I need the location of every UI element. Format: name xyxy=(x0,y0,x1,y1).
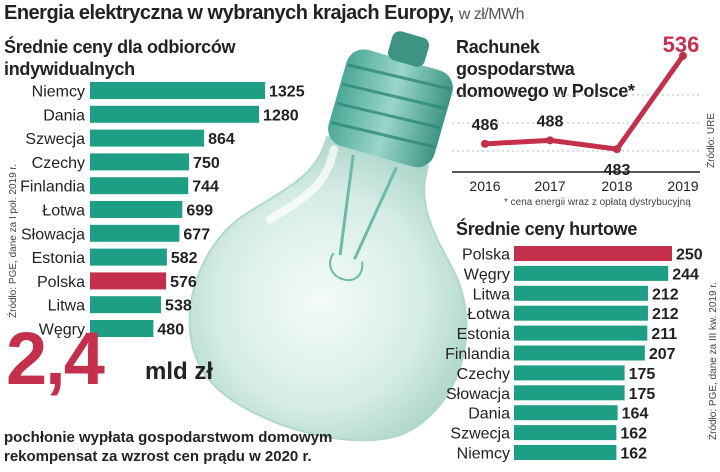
line-value-label: 488 xyxy=(537,113,564,130)
line-value-label: 486 xyxy=(472,117,499,134)
bar-value-label: 699 xyxy=(186,203,213,220)
line-value-label: 536 xyxy=(663,32,700,57)
bar xyxy=(90,224,180,242)
bar xyxy=(514,385,625,401)
bill-footnote: * cena energii wraz z opłatą dystrybucyj… xyxy=(504,197,691,208)
bar xyxy=(514,246,672,261)
bar xyxy=(90,82,265,99)
retail-chart-title: Średnie ceny dla odbiorców indywidualnyc… xyxy=(4,37,236,79)
bar-category-label: Szwecja xyxy=(25,131,85,148)
bar xyxy=(514,425,617,441)
bar-value-label: 1325 xyxy=(269,84,305,101)
bar xyxy=(514,285,648,301)
bar xyxy=(90,201,183,218)
bar-category-label: Finlandia xyxy=(20,179,85,196)
bar-category-label: Dania xyxy=(43,107,85,124)
bar-category-label: Łotwa xyxy=(467,306,510,323)
bar xyxy=(90,129,205,147)
bar xyxy=(514,365,625,381)
bar-category-label: Estonia xyxy=(32,250,85,267)
bar-category-label: Słowacja xyxy=(21,226,85,243)
callout-description: pochłonie wypłata gospodarstwom domowym … xyxy=(4,429,333,465)
main-title-unit: w zł/MWh xyxy=(458,6,525,23)
bar-value-label: 175 xyxy=(629,386,656,403)
line-point xyxy=(679,51,687,60)
bar-value-label: 212 xyxy=(652,286,679,303)
bar-value-label: 162 xyxy=(620,426,647,443)
callout-unit: mld zł xyxy=(145,358,214,385)
x-tick-label: 2018 xyxy=(601,178,632,194)
series-line xyxy=(484,54,686,152)
bar-category-label: Estonia xyxy=(457,326,510,343)
bar-value-label: 744 xyxy=(192,179,219,196)
bar-value-label: 244 xyxy=(672,266,699,283)
bar-value-label: 538 xyxy=(165,298,192,315)
main-title: Energia elektryczna w wybranych krajach … xyxy=(4,2,525,25)
bar-value-label: 864 xyxy=(208,131,235,148)
bar xyxy=(90,177,189,195)
main-title-text: Energia elektryczna w wybranych krajach … xyxy=(4,2,454,24)
bar xyxy=(90,272,167,290)
bar xyxy=(90,320,154,337)
bar xyxy=(90,105,260,123)
bar xyxy=(514,305,648,321)
bar-value-label: 250 xyxy=(676,247,703,264)
bar-value-label: 677 xyxy=(183,226,210,243)
bar-value-label: 582 xyxy=(171,250,198,267)
bar-category-label: Czechy xyxy=(32,155,85,172)
x-tick-label: 2019 xyxy=(667,178,698,194)
bar-value-label: 480 xyxy=(157,322,184,339)
bar-value-label: 212 xyxy=(652,306,679,323)
bar-category-label: Litwa xyxy=(48,298,85,315)
line-point xyxy=(481,139,489,148)
bar-value-label: 175 xyxy=(629,366,656,383)
callout-number: 2,4 xyxy=(6,317,105,400)
bar-value-label: 1280 xyxy=(263,107,299,124)
bar-value-label: 211 xyxy=(651,326,677,343)
line-point xyxy=(613,145,621,154)
bar-category-label: Litwa xyxy=(473,286,510,303)
bar-value-label: 164 xyxy=(622,406,649,423)
bar xyxy=(514,445,617,460)
bar-category-label: Łotwa xyxy=(42,203,85,220)
x-tick-label: 2016 xyxy=(469,178,500,194)
bar-category-label: Dania xyxy=(468,406,510,423)
bill-chart-title: Rachunek gospodarstwa domowego w Polsce* xyxy=(456,37,635,101)
line-point xyxy=(546,136,554,145)
bar xyxy=(90,296,162,314)
bar-category-label: Niemcy xyxy=(457,446,510,463)
bar-category-label: Węgry xyxy=(464,266,510,283)
bar xyxy=(514,345,645,361)
bar-value-label: 162 xyxy=(620,446,647,463)
bar-category-label: Słowacja xyxy=(446,386,510,403)
wholesale-chart-title: Średnie ceny hurtowe xyxy=(456,219,638,239)
line-value-label: 483 xyxy=(604,162,631,179)
bar xyxy=(90,248,167,266)
bar xyxy=(90,153,190,171)
bar-category-label: Niemcy xyxy=(32,84,85,101)
bar-category-label: Polska xyxy=(37,274,85,291)
bar xyxy=(514,325,648,341)
x-tick-label: 2017 xyxy=(534,178,565,194)
bar-value-label: 207 xyxy=(649,346,676,363)
bar-category-label: Polska xyxy=(462,247,510,264)
bar xyxy=(514,405,618,421)
bar-value-label: 576 xyxy=(170,274,197,291)
bar-category-label: Finlandia xyxy=(445,346,510,363)
bar-category-label: Węgry xyxy=(39,322,85,339)
bar xyxy=(514,265,669,281)
bar-value-label: 750 xyxy=(193,155,220,172)
bar-category-label: Czechy xyxy=(457,366,510,383)
bar-category-label: Szwecja xyxy=(450,426,510,443)
